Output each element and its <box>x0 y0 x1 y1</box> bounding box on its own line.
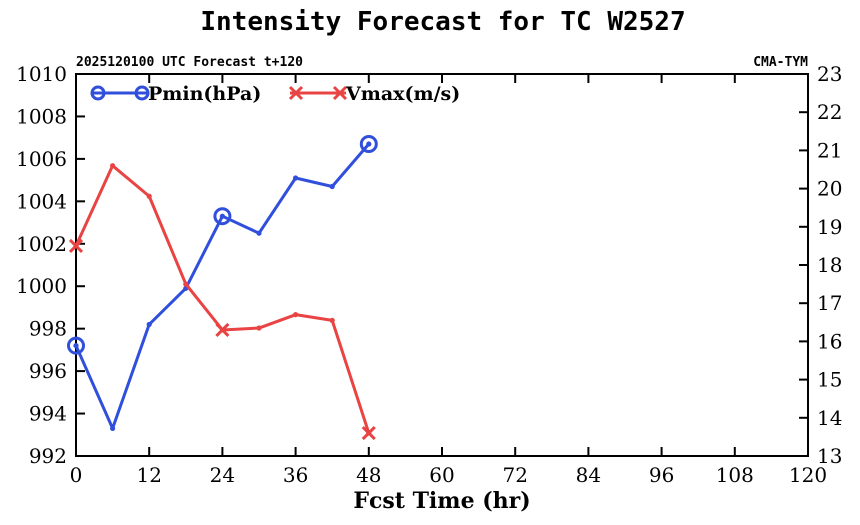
vmax-series-line <box>74 164 371 434</box>
y-right-tick-label: 15 <box>817 368 842 392</box>
x-axis-label: Fcst Time (hr) <box>353 488 530 514</box>
y-right-tick-label: 16 <box>817 329 842 353</box>
y-left-tick-label: 998 <box>29 317 67 341</box>
y-left-tick-label: 1010 <box>16 62 67 86</box>
pmin-point <box>110 425 116 432</box>
y-left-tick-label: 1006 <box>16 147 67 171</box>
chart-subtitle-right: CMA-TYM <box>753 55 808 70</box>
vmax-point <box>183 281 189 287</box>
y-right-tick-label: 17 <box>817 291 842 315</box>
legend: Pmin(hPa) Vmax(m/s) <box>90 83 460 105</box>
x-tick-label: 60 <box>429 463 454 487</box>
chart-subtitle-left: 2025120100 UTC Forecast t+120 <box>76 55 303 70</box>
y-right-tick-label: 22 <box>817 100 842 124</box>
legend-pmin-label: Pmin(hPa) <box>148 83 261 105</box>
y-right-tick-label: 13 <box>817 444 842 468</box>
ticks-layer: 0 12 24 36 48 60 72 84 96 108 120 992 994 996 998 1000 1… <box>16 62 842 487</box>
pmin-point <box>256 230 262 236</box>
y-right-tick-label: 14 <box>817 406 842 430</box>
pmin-marker <box>359 135 378 154</box>
x-tick-label: 0 <box>70 463 83 487</box>
y-right-tick-label: 18 <box>817 253 842 277</box>
x-tick-label: 24 <box>210 463 235 487</box>
vmax-marker <box>215 322 230 338</box>
pmin-series-line <box>74 143 370 430</box>
vmax-point <box>110 163 116 169</box>
pmin-point <box>329 183 335 190</box>
pmin-point <box>219 213 225 219</box>
series-layer <box>67 135 378 441</box>
chart-title: Intensity Forecast for TC W2527 <box>200 7 685 37</box>
y-left-tick-label: 996 <box>29 359 67 383</box>
y-left-tick-label: 992 <box>29 444 67 468</box>
y-left-tick-label: 1000 <box>16 274 67 298</box>
vmax-marker <box>68 238 84 253</box>
vmax-point <box>329 317 335 323</box>
vmax-point <box>146 193 152 199</box>
x-tick-label: 12 <box>136 463 161 487</box>
pmin-point <box>366 141 372 147</box>
legend-vmax-label: Vmax(m/s) <box>345 83 460 105</box>
y-right-tick-label: 20 <box>817 177 842 201</box>
y-left-tick-label: 1004 <box>16 189 67 213</box>
x-tick-label: 48 <box>356 463 381 487</box>
x-tick-label: 120 <box>789 463 827 487</box>
vmax-point <box>293 312 299 318</box>
y-left-tick-label: 1008 <box>16 104 67 128</box>
y-right-tick-label: 23 <box>817 62 842 86</box>
vmax-marker <box>361 426 376 441</box>
legend-pmin-marker <box>90 85 106 101</box>
pmin-point <box>146 321 152 328</box>
y-left-tick-label: 994 <box>29 402 67 426</box>
x-tick-label: 36 <box>283 463 308 487</box>
legend-vmax-marker <box>332 85 348 101</box>
pmin-marker <box>67 336 85 355</box>
x-tick-label: 72 <box>502 463 527 487</box>
pmin-marker <box>213 207 232 226</box>
legend-vmax-marker <box>288 85 304 101</box>
y-left-tick-label: 1002 <box>16 232 67 256</box>
x-tick-label: 108 <box>716 463 754 487</box>
vmax-point <box>256 325 262 331</box>
y-right-tick-label: 19 <box>817 215 842 239</box>
plot-frame <box>75 73 809 457</box>
pmin-point <box>293 175 299 181</box>
x-tick-label: 96 <box>649 463 674 487</box>
y-right-tick-label: 21 <box>817 138 842 162</box>
x-tick-label: 84 <box>576 463 601 487</box>
pmin-point <box>73 343 79 349</box>
legend-pmin-marker <box>134 85 150 101</box>
